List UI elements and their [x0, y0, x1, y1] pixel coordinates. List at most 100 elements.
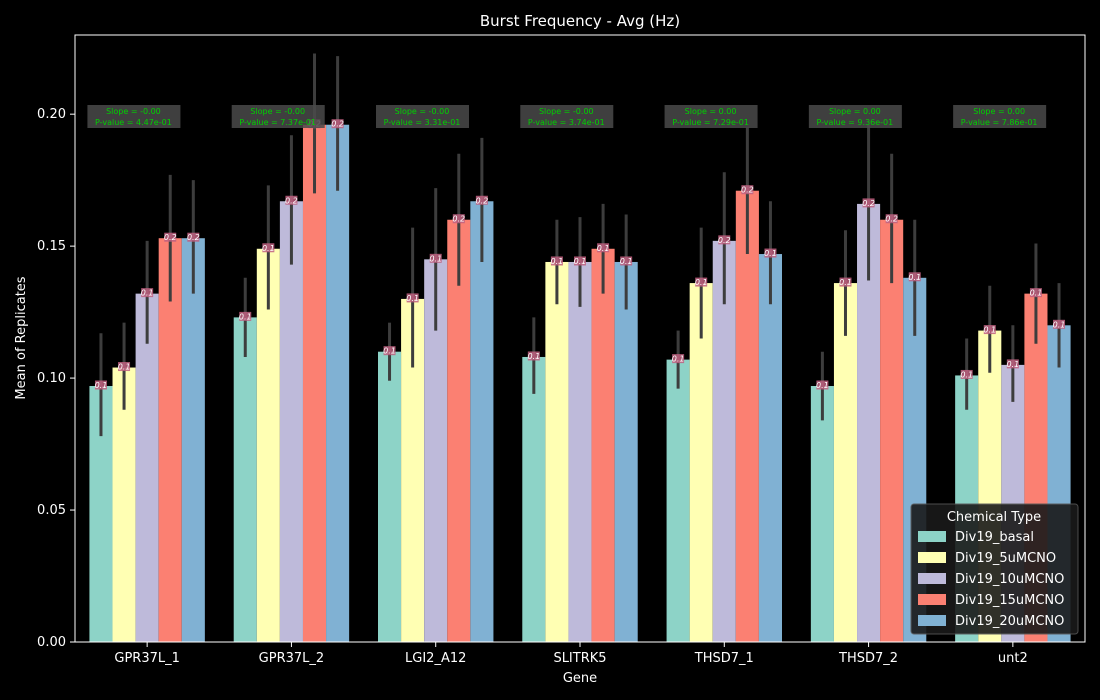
bar-THSD7_1-Div19_5uMCNO	[689, 283, 713, 642]
bar-label-THSD7_2-Div19_10uMCNO: 0.2	[862, 199, 875, 208]
bar-GPR37L_1-Div19_10uMCNO	[135, 293, 159, 642]
bar-label-unt2-Div19_basal: 0.1	[960, 370, 973, 379]
bar-label-bg	[741, 185, 754, 195]
bar-label-bg	[885, 214, 898, 224]
bar-label-bg	[262, 243, 275, 253]
bar-label-bg	[475, 195, 488, 205]
x-tick-label-LGI2_A12: LGI2_A12	[405, 651, 466, 666]
x-axis-label: Gene	[563, 671, 597, 686]
bar-SLITRK5-Div19_5uMCNO	[545, 261, 569, 642]
stat-box-GPR37L_2	[231, 105, 325, 128]
stat-box-SLITRK5	[520, 105, 614, 128]
y-tick-label: 0.15	[37, 239, 66, 254]
bar-labels-layer: 0.1 0.1 0.1 0.2 0.2 0.1 0.1 0.2 0.2 0.2 0.1 0.1 0.1 0…	[95, 119, 1066, 390]
bar-label-THSD7_2-Div19_5uMCNO: 0.1	[839, 278, 852, 287]
slope-text-THSD7_1: Slope = 0.00	[685, 107, 737, 116]
bar-label-GPR37L_2-Div19_5uMCNO: 0.1	[262, 244, 275, 253]
stat-box-THSD7_1	[664, 105, 758, 128]
bar-THSD7_2-Div19_15uMCNO	[880, 219, 904, 642]
bar-label-SLITRK5-Div19_5uMCNO: 0.1	[551, 257, 564, 266]
legend-label-Div19_5uMCNO: Div19_5uMCNO	[955, 551, 1056, 566]
bar-LGI2_A12-Div19_15uMCNO	[447, 219, 471, 642]
bar-label-THSD7_1-Div19_basal: 0.1	[672, 355, 685, 364]
bar-label-bg	[164, 232, 177, 242]
bar-label-THSD7_1-Div19_20uMCNO: 0.1	[764, 249, 777, 258]
bar-GPR37L_2-Div19_10uMCNO	[279, 201, 303, 643]
bar-label-unt2-Div19_10uMCNO: 0.1	[1006, 360, 1019, 369]
bar-SLITRK5-Div19_20uMCNO	[614, 261, 638, 642]
bar-LGI2_A12-Div19_5uMCNO	[401, 298, 425, 642]
x-tick-label-THSD7_2: THSD7_2	[838, 651, 898, 666]
bar-GPR37L_1-Div19_15uMCNO	[158, 238, 182, 642]
x-tick-label-GPR37L_2: GPR37L_2	[259, 651, 325, 666]
y-tick-label: 0.20	[37, 107, 66, 122]
bar-label-LGI2_A12-Div19_basal: 0.1	[383, 347, 396, 356]
bar-label-THSD7_1-Div19_10uMCNO: 0.2	[718, 236, 731, 245]
bar-label-bg	[429, 253, 442, 263]
bar-label-unt2-Div19_5uMCNO: 0.1	[983, 326, 996, 335]
bar-label-bg	[118, 362, 131, 372]
bar-label-SLITRK5-Div19_10uMCNO: 0.1	[574, 257, 587, 266]
bar-label-GPR37L_2-Div19_20uMCNO: 0.2	[331, 120, 344, 129]
bar-label-bg	[816, 380, 829, 390]
legend-label-Div19_15uMCNO: Div19_15uMCNO	[955, 593, 1064, 608]
bar-label-bg	[862, 198, 875, 208]
y-tick-label: 0.10	[37, 371, 66, 386]
bar-label-THSD7_2-Div19_basal: 0.1	[816, 381, 829, 390]
legend: Chemical Type Div19_basalDiv19_5uMCNODiv…	[910, 503, 1079, 635]
bar-label-GPR37L_1-Div19_15uMCNO: 0.2	[164, 233, 177, 242]
pvalue-text-THSD7_1: P-value = 7.29e-01	[672, 118, 749, 127]
y-tick-label: 0.05	[37, 503, 66, 518]
stat-box-THSD7_2	[808, 105, 902, 128]
bar-label-THSD7_1-Div19_5uMCNO: 0.1	[695, 278, 708, 287]
bar-label-bg	[1006, 359, 1019, 369]
x-tick-label-THSD7_1: THSD7_1	[694, 651, 754, 666]
bars-layer	[89, 124, 1071, 643]
bar-label-GPR37L_1-Div19_20uMCNO: 0.2	[187, 233, 200, 242]
bar-LGI2_A12-Div19_basal	[378, 351, 402, 642]
slope-text-unt2: Slope = 0.00	[973, 107, 1025, 116]
bar-THSD7_2-Div19_10uMCNO	[857, 203, 881, 642]
bar-label-LGI2_A12-Div19_15uMCNO: 0.2	[452, 215, 465, 224]
bar-label-bg	[1053, 319, 1066, 329]
bar-GPR37L_1-Div19_basal	[89, 386, 113, 642]
bar-label-bg	[695, 277, 708, 287]
bar-GPR37L_2-Div19_basal	[233, 317, 257, 642]
bar-label-bg	[406, 293, 419, 303]
bar-label-bg	[331, 119, 344, 129]
bar-THSD7_2-Div19_basal	[810, 386, 834, 642]
y-axis-label: Mean of Replicates	[14, 276, 29, 399]
bar-label-SLITRK5-Div19_15uMCNO: 0.1	[597, 244, 610, 253]
bar-label-GPR37L_1-Div19_10uMCNO: 0.1	[141, 289, 154, 298]
slope-text-GPR37L_1: Slope = -0.00	[106, 107, 161, 116]
legend-swatch-Div19_20uMCNO	[918, 615, 946, 626]
stat-box-unt2	[953, 105, 1047, 128]
bar-label-bg	[983, 325, 996, 335]
bar-label-bg	[452, 214, 465, 224]
bar-label-bg	[960, 369, 973, 379]
slope-text-GPR37L_2: Slope = -0.00	[250, 107, 305, 116]
bar-label-bg	[1029, 288, 1042, 298]
x-tick-label-GPR37L_1: GPR37L_1	[114, 651, 180, 666]
bar-label-THSD7_1-Div19_15uMCNO: 0.2	[741, 186, 754, 195]
bar-SLITRK5-Div19_10uMCNO	[568, 261, 592, 642]
bar-label-bg	[764, 248, 777, 258]
bar-THSD7_1-Div19_20uMCNO	[758, 254, 782, 642]
bar-GPR37L_2-Div19_20uMCNO	[326, 124, 350, 642]
bar-label-SLITRK5-Div19_basal: 0.1	[527, 352, 540, 361]
pvalue-text-GPR37L_1: P-value = 4.47e-01	[95, 118, 172, 127]
bar-label-unt2-Div19_20uMCNO: 0.1	[1053, 320, 1066, 329]
x-axis: GPR37L_1 GPR37L_2 LGI2_A12 SLITRK5 THSD7_1 TH…	[114, 642, 1028, 666]
legend-label-Div19_basal: Div19_basal	[955, 530, 1034, 545]
bar-label-unt2-Div19_15uMCNO: 0.1	[1030, 289, 1043, 298]
stat-box-LGI2_A12	[376, 105, 469, 128]
pvalue-text-THSD7_2: P-value = 9.36e-01	[816, 118, 893, 127]
pvalue-text-unt2: P-value = 7.86e-01	[961, 118, 1038, 127]
legend-items: Div19_basal Div19_5uMCNO Div19_10uMCNO Div1…	[918, 530, 1064, 629]
bar-label-THSD7_2-Div19_15uMCNO: 0.2	[885, 215, 898, 224]
y-tick-label: 0.00	[37, 635, 66, 650]
bar-SLITRK5-Div19_basal	[522, 356, 546, 642]
bar-label-bg	[574, 256, 586, 266]
bar-LGI2_A12-Div19_10uMCNO	[424, 259, 448, 642]
